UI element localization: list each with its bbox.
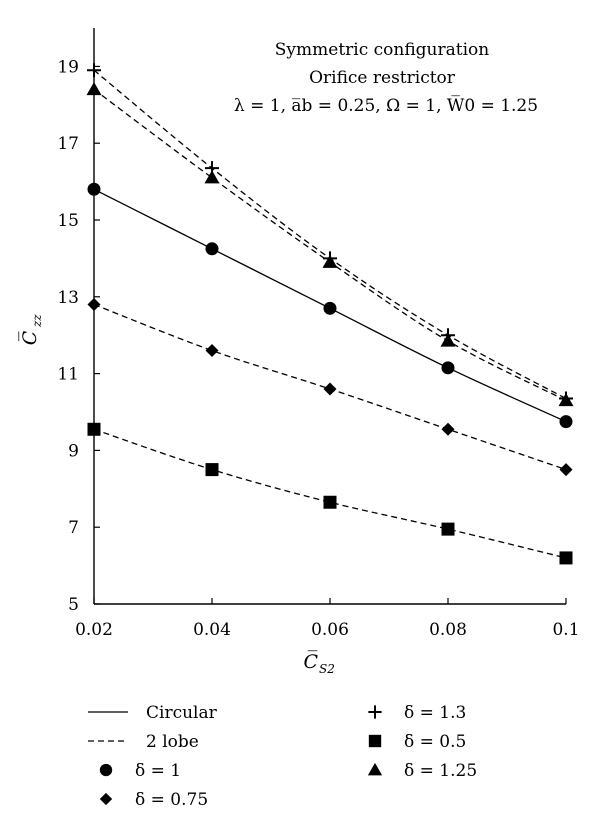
legend-symbol-plus (368, 705, 382, 719)
chart-annotation: Symmetric configuration Orifice restrict… (234, 40, 538, 116)
legend-label: Circular (146, 703, 218, 723)
y-tick-label: 7 (68, 518, 79, 538)
data-point-triangle (86, 81, 102, 96)
x-axis-title-subscript: S2 (319, 662, 335, 676)
x-axis-title-base: C̅ (303, 651, 318, 673)
data-point-circle (87, 182, 101, 196)
series-line-square (93, 428, 567, 559)
annotation-line-2: Orifice restrictor (309, 68, 456, 88)
legend-item-diamond: δ = 0.75 (99, 790, 208, 810)
legend-symbol-triangle (367, 762, 383, 776)
data-point-triangle (558, 392, 574, 407)
x-tick-label: 0.08 (429, 620, 467, 640)
data-point-circle (323, 301, 337, 315)
annotation-line-3: λ = 1, a̅b = 0.25, Ω = 1, W̅0 = 1.25 (234, 95, 538, 116)
legend: Circular δ = 1.3 2 lobe δ = 0.5 δ = 1 δ = 1.2… (88, 703, 477, 810)
legend-item-two-lobe: 2 lobe (88, 732, 199, 752)
x-axis-title: C̅ S2 (303, 651, 334, 676)
y-tick-label: 9 (68, 441, 79, 461)
y-axis-title-base: C̅ (19, 330, 41, 345)
series-markers (86, 63, 574, 565)
y-axis-title-subscript: zz (30, 314, 44, 328)
data-point-diamond (205, 344, 219, 358)
legend-label: δ = 1 (135, 761, 181, 781)
data-point-circle (205, 242, 219, 256)
y-tick-label: 11 (57, 365, 79, 385)
legend-item-plus: δ = 1.3 (368, 703, 466, 723)
legend-label: δ = 1.25 (404, 761, 477, 781)
legend-symbol-circle (99, 763, 113, 777)
data-point-diamond (323, 382, 337, 396)
legend-item-circular: Circular (88, 703, 218, 723)
legend-label: 2 lobe (146, 732, 199, 752)
y-tick-label: 13 (57, 288, 79, 308)
legend-item-square: δ = 0.5 (368, 732, 466, 752)
legend-label: δ = 0.75 (135, 790, 208, 810)
data-point-circle (441, 361, 455, 375)
axis-ticks: 0.02 0.04 0.06 0.08 0.1 5 7 9 11 13 15 17 19 (57, 57, 579, 640)
y-tick-label: 19 (57, 57, 79, 77)
data-point-square (87, 422, 101, 436)
legend-symbol-diamond (99, 792, 113, 806)
y-axis-title: C̅ zz (19, 314, 44, 346)
data-point-square (441, 522, 455, 536)
legend-symbol-square (368, 734, 382, 748)
data-point-circle (559, 415, 573, 429)
x-tick-label: 0.06 (311, 620, 349, 640)
series-line-triangle (93, 88, 567, 402)
data-point-diamond (87, 297, 101, 311)
data-point-plus (87, 63, 101, 78)
legend-item-circle: δ = 1 (99, 761, 181, 781)
x-tick-label: 0.04 (193, 620, 231, 640)
data-point-triangle (322, 254, 338, 268)
legend-item-triangle: δ = 1.25 (367, 761, 477, 781)
data-point-square (205, 463, 219, 477)
legend-label: δ = 0.5 (404, 732, 466, 752)
data-point-triangle (440, 333, 456, 347)
annotation-line-1: Symmetric configuration (275, 40, 490, 60)
data-point-square (559, 551, 573, 565)
x-tick-label: 0.1 (552, 620, 579, 640)
data-point-triangle (204, 170, 220, 184)
series-line-plus (93, 69, 567, 400)
data-point-diamond (441, 422, 455, 436)
y-tick-label: 15 (57, 211, 79, 231)
legend-label: δ = 1.3 (404, 703, 466, 723)
y-tick-label: 17 (57, 134, 79, 154)
y-tick-label: 5 (68, 595, 79, 615)
data-point-diamond (559, 463, 573, 477)
x-tick-label: 0.02 (75, 620, 113, 640)
data-point-square (323, 495, 337, 509)
